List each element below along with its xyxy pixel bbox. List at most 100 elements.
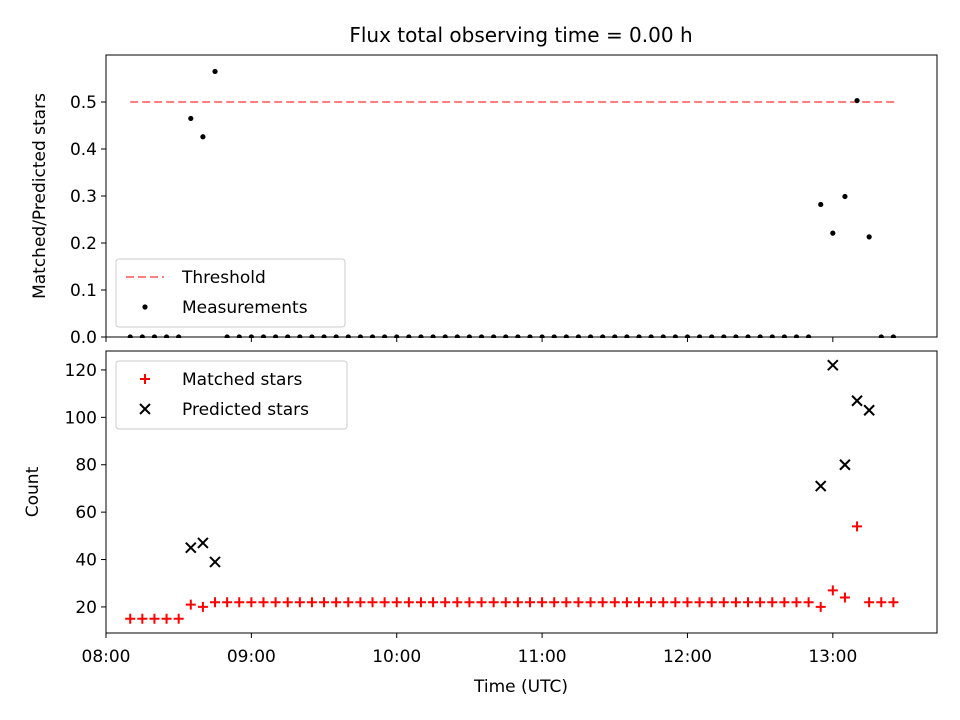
matched-stars-point [391,597,402,608]
measurement-point [612,334,618,338]
x-axis-title: Time (UTC) [473,677,568,697]
matched-stars-point [609,597,620,608]
matched-stars-point [658,597,669,608]
predicted-stars-point [839,459,851,471]
measurement-point [127,334,133,338]
measurement-point [696,334,703,338]
matched-stars-point [888,597,899,608]
measurement-point [721,334,727,338]
measurement-point [793,334,800,338]
measurement-point [805,334,812,338]
matched-stars-point [403,597,414,608]
measurement-point [781,334,787,338]
matched-stars-point [743,597,754,608]
measurement-point [236,334,242,338]
matched-stars-point [549,597,560,608]
predicted-stars-point [815,480,827,492]
matched-stars-point [500,597,511,608]
measurement-point [333,334,339,338]
matched-stars-point [791,597,802,608]
data-marks [127,68,899,338]
measurement-point [309,334,315,338]
y-tick-label: 80 [75,456,97,476]
predicted-stars-point [197,537,209,549]
matched-stars-point [573,597,584,608]
measurement-point [575,334,582,338]
matched-stars-point [197,601,208,612]
measurement-point [272,334,279,338]
matched-stars-point [670,597,681,608]
measurement-point [854,97,860,104]
measurement-point [151,334,158,338]
matched-stars-point [415,597,426,608]
predicted-stars-point [851,395,863,407]
matched-stars-point [173,613,184,624]
matched-stars-point [803,597,814,608]
measurement-point [466,334,473,338]
matched-stars-point [210,597,221,608]
measurement-point [745,334,751,338]
measurement-point [394,334,400,338]
matched-stars-point [694,597,705,608]
measurement-point [188,115,194,122]
y-tick-label: 0.5 [70,93,97,113]
matched-stars-point [597,597,608,608]
matched-stars-point [294,597,305,608]
y-tick-label: 40 [75,551,97,571]
legend-label: Threshold [181,268,266,288]
measurement-point [515,334,521,338]
matched-stars-point [682,597,693,608]
y-tick-label: 0.0 [70,328,97,348]
matched-stars-point [839,592,850,603]
measurement-point [709,334,715,338]
matched-stars-point [876,597,887,608]
measurement-point [248,334,254,338]
legend-matched-handle [140,374,150,384]
matched-stars-point [270,597,281,608]
matched-stars-point [428,597,439,608]
predicted-stars-point [863,404,875,416]
x-tick-label: 11:00 [518,647,567,667]
measurement-point [139,334,145,338]
measurement-point [757,334,763,338]
legend-box [115,360,348,430]
measurement-point [297,334,303,338]
matched-stars-point [355,597,366,608]
ratio-panel: 0.0 0.1 0.2 0.3 0.4 0.5 Matched/Predicted star… [30,54,938,348]
y-tick-label: 60 [75,503,97,523]
measurement-point [830,230,836,236]
matched-stars-point [246,597,257,608]
matched-stars-point [185,599,196,610]
matched-stars-point [585,597,596,608]
measurement-point [890,334,896,338]
y-tick-label: 0.2 [70,234,97,254]
measurement-point [345,334,351,338]
measurement-point [842,193,848,200]
x-tick-label: 10:00 [372,647,421,667]
x-tick-label: 12:00 [663,647,712,667]
measurement-point [224,334,230,338]
measurement-point [539,334,545,338]
matched-stars-point [779,597,790,608]
measurement-point [200,134,206,140]
matched-stars-point [343,597,354,608]
measurement-point [563,334,569,338]
predicted-stars-point [209,556,221,568]
measurement-point [551,334,557,338]
measurement-point [260,334,267,338]
measurement-point [527,334,533,338]
matched-stars-point [452,597,463,608]
matched-stars-point [646,597,657,608]
measurement-point [369,334,376,338]
matched-stars-point [827,585,838,596]
measurement-point [866,234,872,240]
measurement-point [382,334,388,338]
matched-stars-point [319,597,330,608]
matched-stars-point [621,597,632,608]
matched-stars-point [634,597,645,608]
legend-label: Predicted stars [182,400,309,420]
measurement-point [878,334,884,338]
measurement-point [163,334,170,338]
